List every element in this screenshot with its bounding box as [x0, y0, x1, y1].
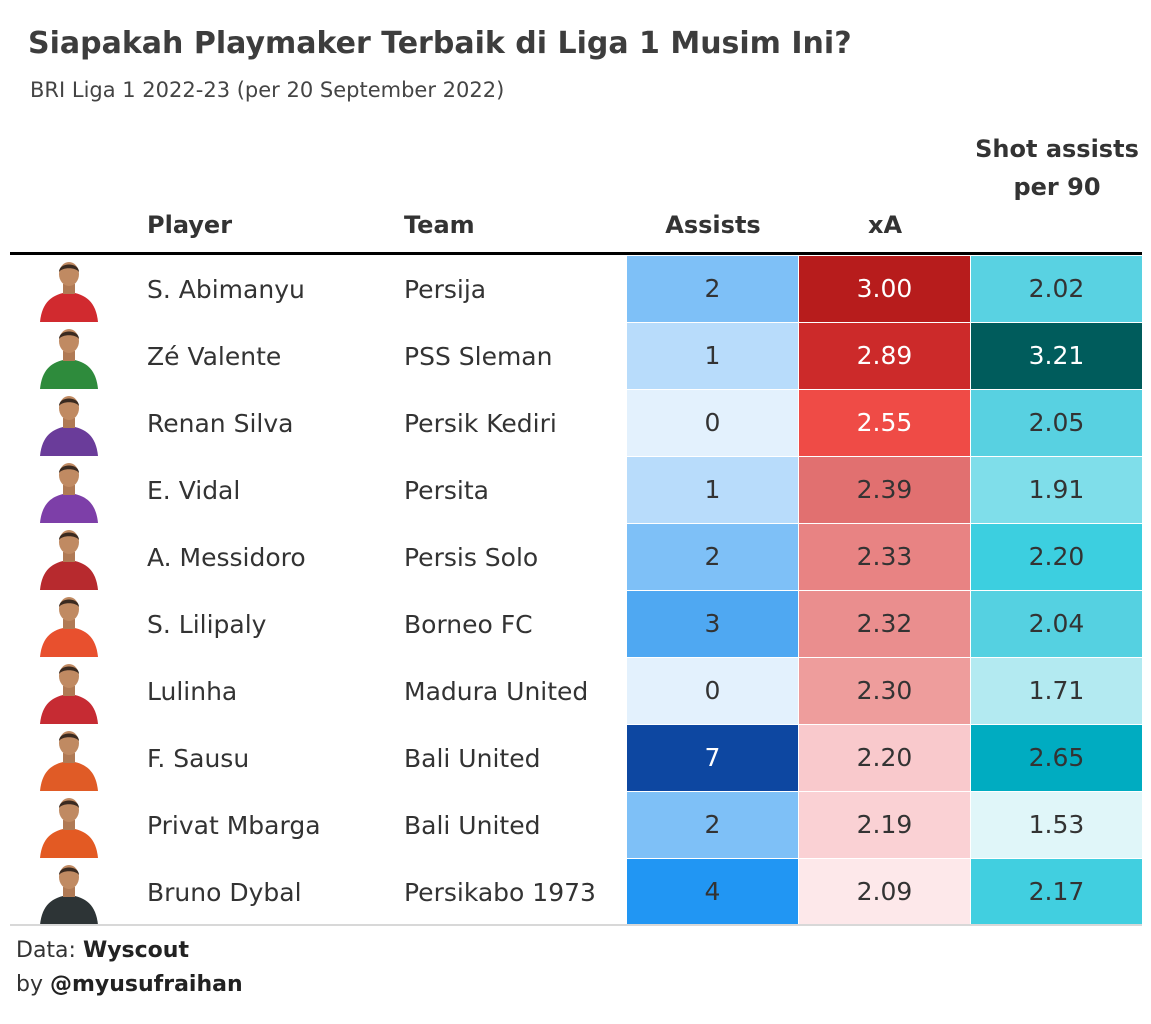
shot-assists-cell: 2.65 — [971, 725, 1142, 791]
player-photo — [40, 597, 98, 657]
header-team: Team — [404, 211, 475, 239]
xa-cell: 2.33 — [799, 524, 970, 590]
player-photo — [40, 396, 98, 456]
team-name: Borneo FC — [404, 610, 533, 639]
xa-cell: 2.19 — [799, 792, 970, 858]
team-name: Persija — [404, 275, 487, 304]
assists-cell: 2 — [627, 256, 798, 322]
assists-cell: 1 — [627, 457, 798, 523]
player-photo — [40, 731, 98, 791]
xa-cell: 2.89 — [799, 323, 970, 389]
team-name: Bali United — [404, 744, 541, 773]
assists-cell: 0 — [627, 658, 798, 724]
xa-cell: 2.30 — [799, 658, 970, 724]
assists-cell: 0 — [627, 390, 798, 456]
footer-data-prefix: Data: — [16, 938, 83, 963]
player-name: S. Lilipaly — [147, 610, 267, 639]
xa-cell: 2.39 — [799, 457, 970, 523]
team-name: Bali United — [404, 811, 541, 840]
assists-cell: 2 — [627, 792, 798, 858]
shot-assists-cell: 1.53 — [971, 792, 1142, 858]
assists-cell: 7 — [627, 725, 798, 791]
player-name: S. Abimanyu — [147, 275, 305, 304]
footer-by-prefix: by — [16, 972, 50, 997]
table-row: S. Lilipaly Borneo FC 3 2.32 2.04 — [0, 591, 1151, 658]
shot-assists-cell: 2.20 — [971, 524, 1142, 590]
shot-assists-cell: 3.21 — [971, 323, 1142, 389]
table-row: E. Vidal Persita 1 2.39 1.91 — [0, 457, 1151, 524]
assists-cell: 3 — [627, 591, 798, 657]
shot-assists-cell: 2.17 — [971, 859, 1142, 925]
team-name: Persis Solo — [404, 543, 539, 572]
player-photo — [40, 530, 98, 590]
player-name: Lulinha — [147, 677, 238, 706]
table-row: A. Messidoro Persis Solo 2 2.33 2.20 — [0, 524, 1151, 591]
chart-subtitle: BRI Liga 1 2022-23 (per 20 September 202… — [30, 78, 505, 102]
xa-cell: 2.55 — [799, 390, 970, 456]
table-row: Renan Silva Persik Kediri 0 2.55 2.05 — [0, 390, 1151, 457]
table-row: S. Abimanyu Persija 2 3.00 2.02 — [0, 256, 1151, 323]
team-name: Madura United — [404, 677, 589, 706]
table-row: Lulinha Madura United 0 2.30 1.71 — [0, 658, 1151, 725]
table-row: Zé Valente PSS Sleman 1 2.89 3.21 — [0, 323, 1151, 390]
player-photo — [40, 664, 98, 724]
footer-author-handle: @myusufraihan — [49, 972, 243, 997]
xa-cell: 2.20 — [799, 725, 970, 791]
header-shot-assists-per-90: Shot assists per 90 — [975, 135, 1139, 201]
footer-data-source-name: Wyscout — [82, 938, 189, 963]
player-photo — [40, 798, 98, 858]
player-name: Zé Valente — [147, 342, 282, 371]
assists-cell: 4 — [627, 859, 798, 925]
shot-assists-cell: 1.71 — [971, 658, 1142, 724]
player-photo — [40, 262, 98, 322]
header-xa: xA — [867, 211, 903, 239]
player-name: Renan Silva — [147, 409, 294, 438]
player-photo — [40, 463, 98, 523]
header-assists: Assists — [665, 211, 761, 239]
player-photo — [40, 865, 98, 925]
assists-cell: 1 — [627, 323, 798, 389]
chart-title: Siapakah Playmaker Terbaik di Liga 1 Mus… — [28, 26, 852, 61]
footer-data-source: Data: Wyscout — [16, 938, 189, 963]
footer-author: by @myusufraihan — [16, 972, 243, 997]
table-row: Bruno Dybal Persikabo 1973 4 2.09 2.17 — [0, 859, 1151, 926]
team-name: Persik Kediri — [404, 409, 557, 438]
xa-cell: 2.09 — [799, 859, 970, 925]
shot-assists-cell: 2.05 — [971, 390, 1142, 456]
player-name: A. Messidoro — [147, 543, 306, 572]
player-photo — [40, 329, 98, 389]
header-rule — [10, 252, 1142, 255]
shot-assists-cell: 2.02 — [971, 256, 1142, 322]
player-name: Privat Mbarga — [147, 811, 321, 840]
player-name: E. Vidal — [147, 476, 241, 505]
xa-cell: 3.00 — [799, 256, 970, 322]
xa-cell: 2.32 — [799, 591, 970, 657]
header-player: Player — [147, 211, 233, 239]
table-row: Privat Mbarga Bali United 2 2.19 1.53 — [0, 792, 1151, 859]
assists-cell: 2 — [627, 524, 798, 590]
team-name: PSS Sleman — [404, 342, 553, 371]
shot-assists-cell: 1.91 — [971, 457, 1142, 523]
player-name: Bruno Dybal — [147, 878, 302, 907]
team-name: Persikabo 1973 — [404, 878, 596, 907]
footer-rule — [10, 924, 1142, 926]
team-name: Persita — [404, 476, 489, 505]
shot-assists-cell: 2.04 — [971, 591, 1142, 657]
player-name: F. Sausu — [147, 744, 250, 773]
table-row: F. Sausu Bali United 7 2.20 2.65 — [0, 725, 1151, 792]
